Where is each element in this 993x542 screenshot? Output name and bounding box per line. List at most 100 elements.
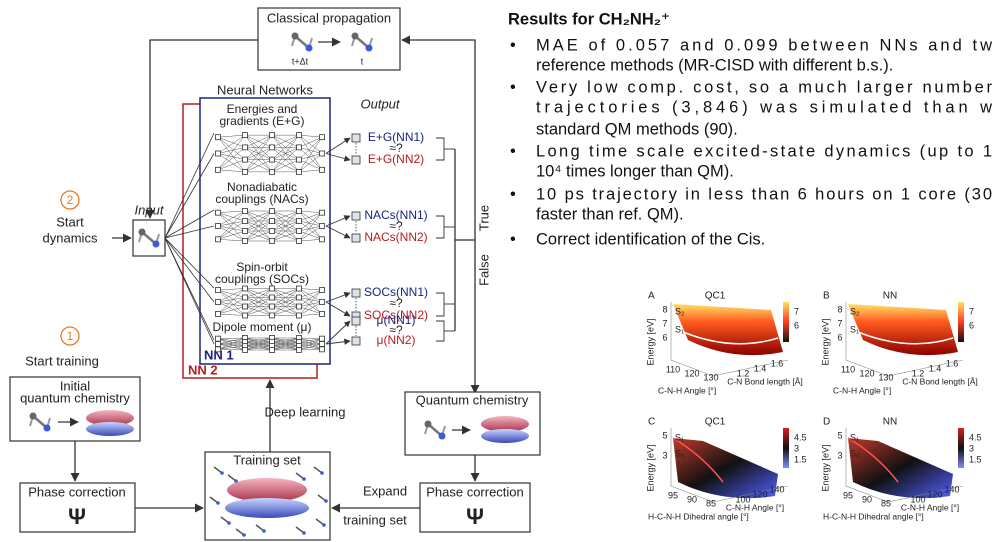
output-box (352, 337, 360, 345)
nn-node (243, 295, 248, 300)
nn-node (243, 286, 248, 291)
y-tick: 7 (837, 318, 842, 328)
output-box (352, 289, 360, 297)
y-label: Energy [eV] (645, 318, 655, 365)
mini-atom (302, 531, 306, 535)
figure: AQC1Energy [eV]876S₂S₁761101201301.21.41… (645, 291, 981, 522)
x-label: H-C-N-H Dihedral angle [°] (823, 511, 924, 521)
nn-node (270, 169, 275, 174)
x-tick: 95 (843, 490, 853, 500)
x-tick: 95 (668, 490, 678, 500)
nn-node (216, 224, 221, 229)
colorbar-tick: 3 (969, 443, 974, 453)
x-tick: 110 (666, 364, 680, 374)
colorbar-tick: 6 (794, 320, 799, 330)
nn-node (243, 145, 248, 150)
panel-title: QC1 (705, 417, 726, 428)
bullet-text: 10 ps trajectory in less than 6 hours on… (536, 185, 992, 203)
nn-node (270, 157, 275, 162)
bullet-text: MAE of 0.057 and 0.099 between NNs and t… (536, 36, 992, 54)
y-tick: 6 (662, 332, 667, 342)
mini-atom (262, 529, 266, 533)
bracket (436, 293, 444, 316)
branch-label: False (476, 254, 491, 286)
nn-node (320, 347, 325, 352)
state-label: S₁ (675, 324, 684, 334)
mini-atom (320, 471, 324, 475)
block-label: Dipole moment (μ) (213, 320, 312, 334)
mini-atom (227, 521, 231, 525)
nn-node (216, 288, 221, 293)
x-tick: 1.6 (771, 358, 784, 368)
mini-atom (220, 471, 224, 475)
x-label: H-C-N-H Dihedral angle [°] (648, 511, 749, 521)
bracket (436, 321, 444, 341)
nn-node (320, 224, 325, 229)
y-tick: 6 (837, 332, 842, 342)
atom (139, 229, 146, 236)
mini-atom (324, 499, 328, 503)
atom (439, 433, 446, 440)
colorbar-tick: 4.5 (969, 432, 982, 442)
nn-node (297, 169, 302, 174)
psi: Ψ (68, 504, 86, 529)
state-label: S₂ (850, 306, 860, 316)
nn2-label: NN 2 (188, 362, 218, 377)
output-label: Output (360, 96, 400, 111)
surface-icon (481, 429, 529, 443)
y-tick: 3 (662, 450, 667, 460)
nn-node (216, 312, 221, 317)
output-box (352, 212, 360, 220)
bullet-text: standard QM methods (90). (536, 120, 738, 138)
nn-node (297, 348, 302, 353)
bullet: • (510, 185, 516, 203)
nn-node (270, 304, 275, 309)
colorbar-tick: 7 (969, 306, 974, 316)
nn-node (270, 219, 275, 224)
results-title: Results for CH₂NH₂⁺ (508, 10, 670, 28)
nn-node (297, 157, 302, 162)
atom (425, 421, 432, 428)
expand-label: training set (343, 512, 407, 527)
nn-node (320, 336, 325, 341)
surface-icon (225, 498, 309, 518)
bracket (436, 216, 444, 238)
mini-atom (216, 501, 220, 505)
mini-atom (302, 477, 306, 481)
nn-node (297, 239, 302, 244)
nn-node (216, 336, 221, 341)
colorbar-tick: 1.5 (794, 454, 807, 464)
x-label: C-N-H Angle [°] (658, 385, 716, 395)
x-tick: 90 (687, 494, 697, 504)
nn-node (243, 229, 248, 234)
nn-node (297, 229, 302, 234)
bullet: • (510, 142, 516, 160)
panel-letter: D (823, 417, 830, 428)
output-nn2: NACs(NN2) (364, 230, 427, 244)
page: Classical propagation t+Δt t True False … (0, 0, 993, 542)
atom (352, 33, 359, 40)
nn-node (270, 133, 275, 138)
nn-node (297, 133, 302, 138)
phase-label: Phase correction (426, 484, 524, 499)
nn-node (216, 167, 221, 172)
bullet-text: trajectories (3,846) was simulated than … (536, 98, 992, 116)
y-tick: 8 (662, 304, 667, 314)
atom (30, 413, 37, 420)
x-tick: 1.4 (754, 363, 767, 373)
y-label: Energy [eV] (820, 444, 830, 491)
results-list: • MAE of 0.057 and 0.099 between NNs and … (510, 36, 992, 248)
step-number: 2 (67, 193, 74, 207)
nn-node (243, 133, 248, 138)
block-label: couplings (NACs) (215, 192, 308, 206)
nn-node (243, 313, 248, 318)
state-label: S₁ (675, 432, 684, 442)
nn-node (297, 295, 302, 300)
colorbar (783, 428, 789, 468)
nn-node (216, 347, 221, 352)
y-tick: 8 (837, 304, 842, 314)
x-tick: 1.4 (929, 363, 942, 373)
surface (673, 304, 783, 355)
nn-node (270, 295, 275, 300)
panel-title: QC1 (705, 291, 726, 302)
